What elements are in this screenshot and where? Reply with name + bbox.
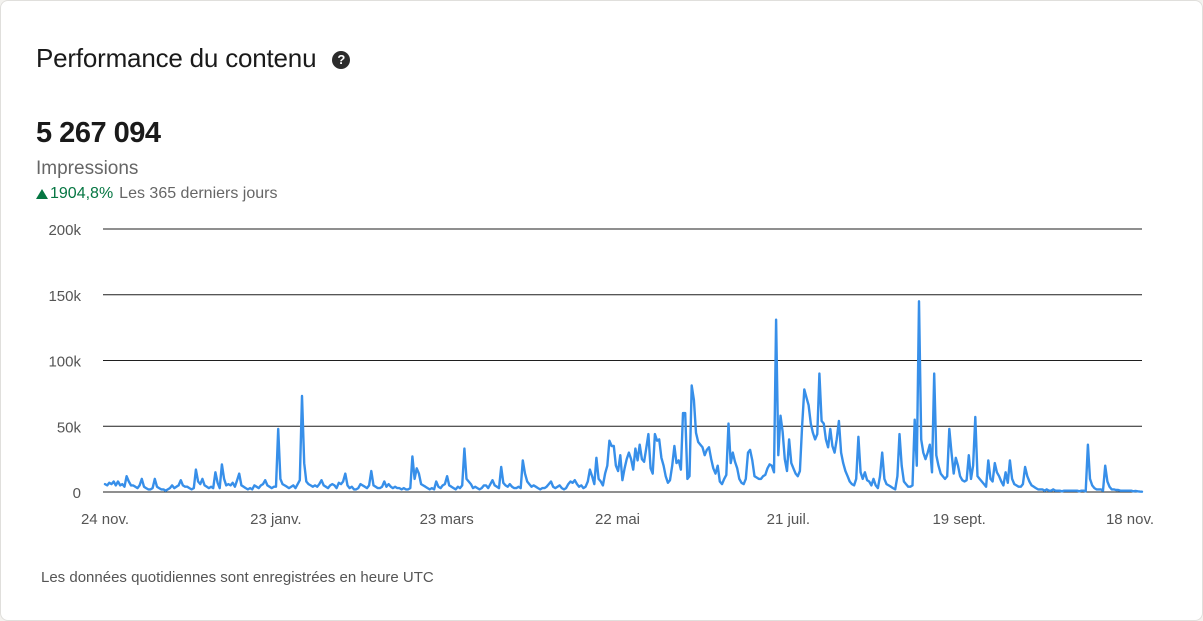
- y-tick-label: 100k: [48, 354, 81, 371]
- x-tick-label: 23 janv.: [250, 511, 301, 528]
- impressions-value: 5 267 094: [36, 117, 161, 149]
- y-tick-label: 200k: [48, 222, 81, 239]
- x-tick-label: 22 mai: [595, 511, 640, 528]
- x-tick-label: 18 nov.: [1106, 511, 1154, 528]
- impressions-label: Impressions: [36, 158, 139, 179]
- card-title: Performance du contenu: [36, 43, 317, 73]
- y-tick-label: 50k: [57, 419, 82, 436]
- x-tick-label: 24 nov.: [81, 511, 129, 528]
- x-tick-label: 23 mars: [420, 511, 474, 528]
- series-line-impressions: [103, 300, 1144, 493]
- footer-note: Les données quotidiennes sont enregistré…: [41, 569, 434, 586]
- y-tick-label: 150k: [48, 288, 81, 305]
- change-row: 1904,8% Les 365 derniers jours: [36, 185, 277, 203]
- triangle-up-icon: [36, 188, 48, 199]
- change-period: Les 365 derniers jours: [119, 185, 278, 202]
- help-icon[interactable]: ?: [332, 50, 351, 69]
- impressions-line-chart: 0 50k 100k 150k 200k 24 nov. 23 janv. 23 mars 22…: [48, 222, 1154, 528]
- x-tick-label: 21 juil.: [767, 511, 810, 528]
- change-percentage: 1904,8%: [50, 185, 114, 202]
- title-row: Performance du contenu ?: [36, 43, 351, 74]
- y-tick-label: 0: [73, 485, 81, 502]
- x-tick-label: 19 sept.: [932, 511, 985, 528]
